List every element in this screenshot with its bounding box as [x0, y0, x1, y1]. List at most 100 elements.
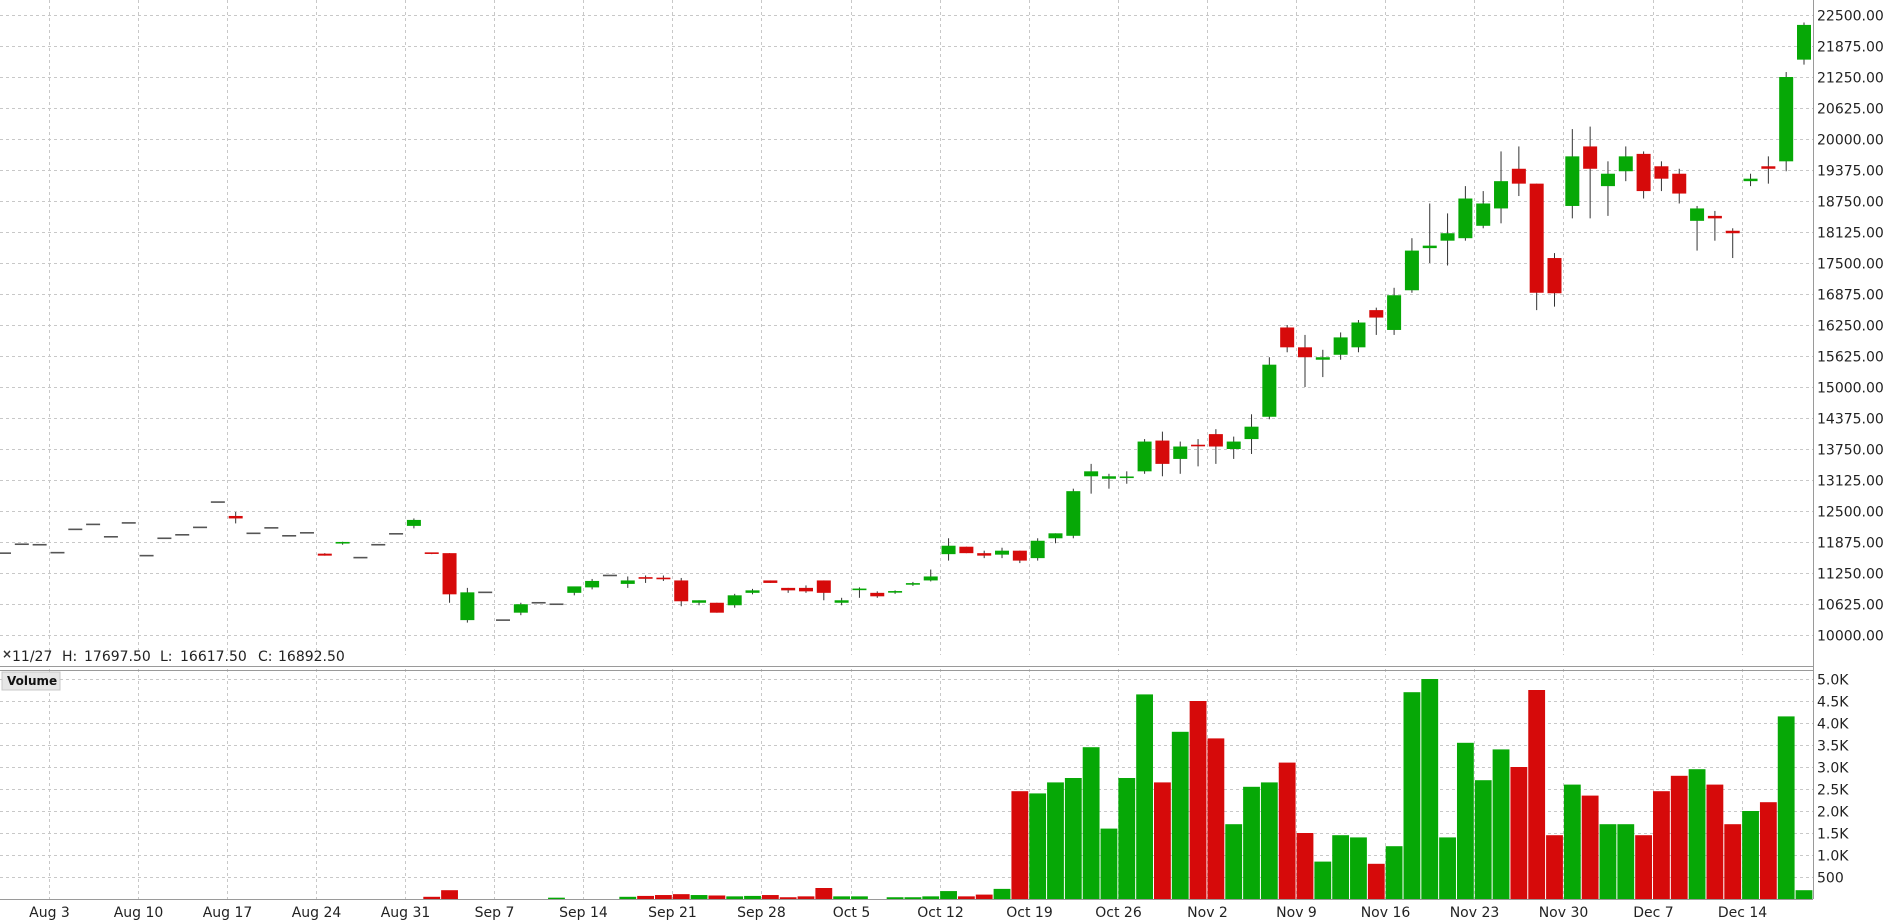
candle-body	[1654, 166, 1669, 179]
x-tick-label: Sep 21	[648, 905, 697, 921]
candle	[567, 586, 582, 596]
volume-bar	[940, 891, 957, 899]
volume-bar	[726, 896, 744, 899]
candle	[1226, 436, 1241, 459]
price-tick-label: 17500.00	[1817, 257, 1884, 273]
candle	[1315, 349, 1330, 378]
x-tick-label: Nov 16	[1361, 905, 1411, 921]
volume-bar	[1296, 833, 1314, 899]
volume-bar	[975, 894, 993, 899]
candle-body	[763, 580, 778, 583]
candle	[834, 597, 849, 606]
candle-body	[1226, 441, 1241, 449]
info-low-value: 16617.50	[180, 649, 247, 665]
candle-body	[1066, 491, 1081, 536]
price-tick-label: 16250.00	[1817, 319, 1884, 335]
volume-bar	[1581, 795, 1599, 899]
candle-body	[1048, 533, 1063, 539]
volume-tick-label: 2.5K	[1817, 783, 1849, 799]
candle-body	[1494, 181, 1509, 209]
volume-bar	[1474, 780, 1492, 899]
candle-body	[1779, 77, 1794, 162]
candle	[1440, 213, 1455, 266]
volume-tick-label: 4.0K	[1817, 717, 1849, 733]
x-tick-label: Aug 3	[29, 905, 70, 921]
candle	[1351, 320, 1366, 353]
volume-bar	[1367, 863, 1385, 899]
volume-bar	[1225, 824, 1243, 899]
candle	[620, 576, 635, 588]
candle-body	[1761, 166, 1776, 169]
candle-body	[1333, 337, 1348, 355]
volume-bar	[1207, 738, 1225, 899]
price-tick-label: 13125.00	[1817, 474, 1884, 490]
candle-body	[228, 515, 243, 519]
candle-body	[709, 602, 724, 613]
candle	[1725, 228, 1740, 259]
candle	[1672, 168, 1687, 204]
price-tick-label: 18750.00	[1817, 195, 1884, 211]
x-tick-label: Oct 12	[917, 905, 963, 921]
volume-bar	[1314, 861, 1332, 899]
volume-bar	[1759, 802, 1777, 899]
candle	[674, 577, 689, 607]
candle-body	[1458, 198, 1473, 239]
candle-body	[1511, 168, 1526, 184]
candle	[852, 587, 867, 598]
volume-bar	[1795, 890, 1813, 899]
volume-bar	[957, 896, 975, 899]
price-tick-label: 13750.00	[1817, 443, 1884, 459]
candle	[888, 590, 903, 594]
price-tick-label: 22500.00	[1817, 9, 1884, 25]
candle	[1155, 431, 1170, 477]
candle-body	[1743, 178, 1758, 182]
candle	[1297, 334, 1312, 387]
candle-body	[585, 580, 600, 588]
candle	[1262, 357, 1277, 420]
volume-bar	[548, 897, 565, 899]
volume-tick-label: 4.5K	[1817, 695, 1849, 711]
candle	[995, 547, 1010, 559]
candle	[1654, 161, 1669, 192]
x-tick-label: Sep 7	[475, 905, 515, 921]
candle	[424, 552, 439, 555]
candle	[745, 588, 760, 595]
candle	[1387, 287, 1402, 335]
volume-bar	[904, 897, 922, 899]
info-close-value: 16892.50	[278, 649, 345, 665]
volume-bar	[1492, 749, 1510, 899]
candle	[816, 580, 831, 601]
volume-bar	[441, 890, 458, 899]
volume-bar	[1350, 837, 1367, 899]
candle	[959, 546, 974, 554]
candle-body	[1618, 156, 1633, 172]
volume-bar	[1385, 846, 1403, 899]
x-tick-label: Sep 14	[559, 905, 608, 921]
candle	[1583, 126, 1598, 219]
volume-bar	[423, 896, 441, 899]
volume-bar	[779, 897, 797, 899]
candle-body	[406, 519, 421, 526]
close-info-icon[interactable]: ×	[2, 647, 12, 661]
candle-body	[1707, 215, 1722, 219]
volume-bar	[1029, 793, 1047, 899]
volume-bar	[1439, 837, 1456, 899]
candle	[656, 575, 671, 581]
candle-body	[1315, 357, 1330, 360]
candle-body	[1672, 173, 1687, 194]
candle-body	[620, 580, 635, 584]
price-tick-label: 15625.00	[1817, 350, 1884, 366]
volume-bar	[761, 895, 779, 899]
candle-body	[317, 553, 332, 556]
candle	[941, 538, 956, 561]
info-high-value: 17697.50	[84, 649, 151, 665]
volume-tick-label: 500	[1817, 871, 1844, 887]
price-tick-label: 15000.00	[1817, 381, 1884, 397]
volume-bar	[1724, 824, 1742, 899]
candle-body	[977, 553, 992, 556]
candle	[406, 518, 421, 529]
volume-bar	[833, 896, 851, 899]
volume-bar	[1118, 778, 1136, 899]
volume-bar	[1599, 824, 1617, 899]
